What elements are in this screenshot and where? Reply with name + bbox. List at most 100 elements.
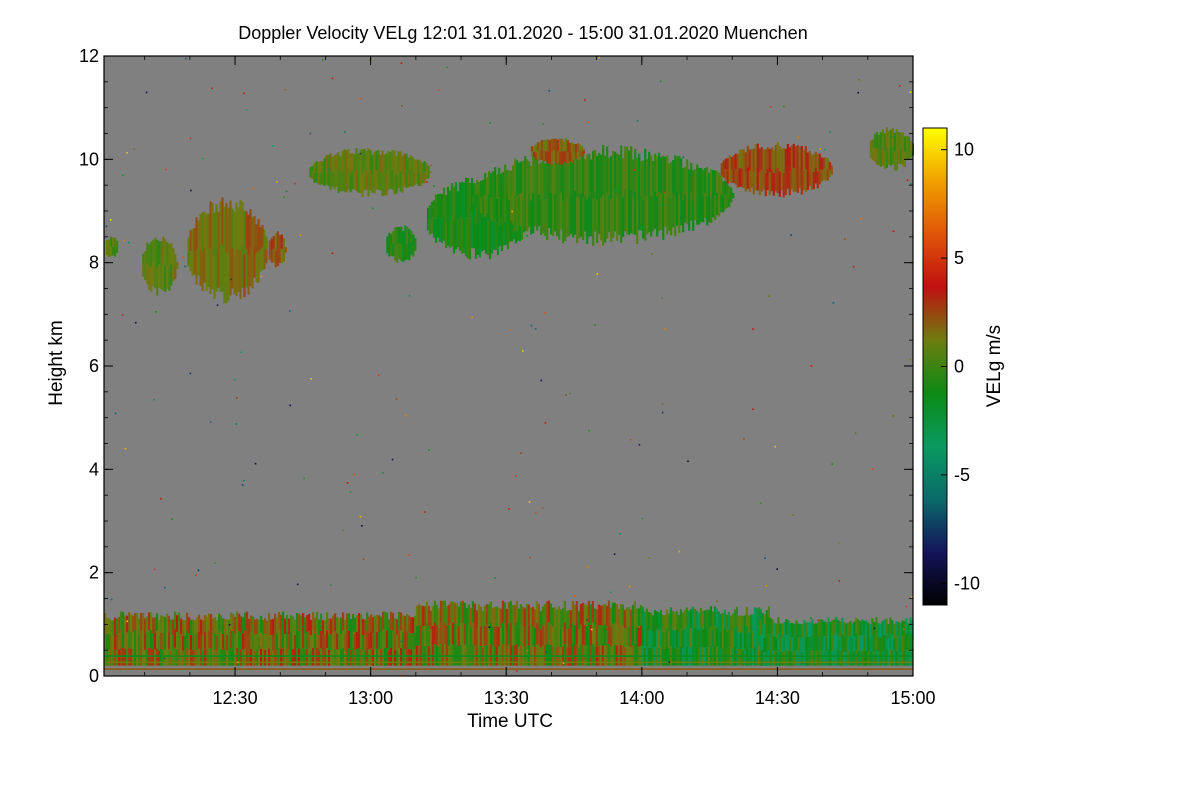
- y-tick-label: 2: [89, 563, 99, 583]
- speckle: [235, 423, 238, 425]
- speckle: [189, 372, 192, 375]
- speckle: [540, 379, 543, 382]
- y-tick-label: 0: [89, 666, 99, 686]
- speckle: [596, 273, 599, 275]
- speckle: [299, 234, 302, 237]
- speckle: [153, 398, 155, 401]
- speckle: [854, 432, 857, 434]
- colorbar-ticks: -10 -5 0 5 10: [941, 140, 980, 593]
- speckle: [424, 511, 426, 513]
- speckle: [860, 218, 862, 220]
- speckle: [382, 472, 384, 474]
- speckle: [110, 598, 113, 601]
- speckle: [289, 310, 291, 312]
- speckle: [165, 168, 167, 171]
- speckle: [276, 181, 278, 183]
- speckle: [529, 556, 531, 559]
- speckle: [446, 66, 449, 69]
- speckle: [359, 515, 362, 518]
- x-tick-label: 14:30: [755, 688, 800, 708]
- speckle: [258, 646, 261, 649]
- speckle: [892, 415, 895, 417]
- speckle: [362, 558, 365, 561]
- colorbar-tick-label: 0: [954, 357, 964, 377]
- speckle: [823, 148, 826, 151]
- speckle: [548, 90, 551, 92]
- echo-pbl-d: [759, 616, 914, 666]
- speckle: [164, 586, 166, 589]
- speckle: [322, 59, 324, 61]
- ground-clutter-line: [104, 655, 913, 657]
- speckle: [126, 620, 128, 623]
- speckle: [494, 577, 496, 579]
- speckle: [124, 447, 127, 450]
- speckle: [391, 458, 394, 461]
- x-tick-label: 13:30: [484, 688, 529, 708]
- speckle: [185, 57, 187, 60]
- speckle: [633, 169, 636, 171]
- speckle: [209, 421, 212, 423]
- speckle: [661, 403, 664, 405]
- speckle: [837, 542, 840, 544]
- speckle: [285, 190, 288, 193]
- speckle: [640, 227, 642, 229]
- speckle: [545, 651, 548, 653]
- echo-cirrus-a: [106, 236, 119, 257]
- speckle: [819, 148, 822, 150]
- echo-pbl-a: [104, 611, 417, 666]
- speckle: [898, 85, 901, 87]
- speckle: [659, 204, 662, 206]
- y-axis-label: Height km: [46, 320, 67, 406]
- speckle: [613, 553, 616, 555]
- speckle: [829, 131, 831, 133]
- speckle: [476, 223, 478, 225]
- speckle: [526, 235, 528, 237]
- speckle: [619, 533, 621, 535]
- speckle: [241, 484, 244, 486]
- colorbar-tick-label: 10: [954, 140, 974, 160]
- speckle: [905, 605, 908, 608]
- speckle: [240, 351, 242, 354]
- speckle: [471, 316, 473, 319]
- speckle: [401, 105, 403, 107]
- speckle: [817, 619, 819, 622]
- speckle: [408, 294, 411, 297]
- speckle: [906, 179, 909, 182]
- speckle: [909, 358, 912, 361]
- speckle: [371, 207, 374, 210]
- speckle: [584, 99, 586, 101]
- speckle: [342, 529, 344, 532]
- speckle: [272, 145, 274, 147]
- y-tick-label: 8: [89, 253, 99, 273]
- speckle: [123, 239, 125, 242]
- speckle: [534, 328, 537, 330]
- speckle: [216, 614, 219, 617]
- speckle: [790, 234, 792, 236]
- speckle: [344, 131, 346, 133]
- y-tick-label: 12: [79, 46, 99, 66]
- speckle: [764, 557, 766, 559]
- speckle: [184, 265, 186, 268]
- speckle: [522, 350, 524, 352]
- speckle: [428, 449, 430, 451]
- speckle: [774, 445, 777, 448]
- speckle: [488, 626, 491, 628]
- speckle: [678, 550, 681, 553]
- speckle: [426, 181, 428, 183]
- speckle: [871, 468, 874, 470]
- speckle: [594, 324, 596, 326]
- speckle: [615, 188, 617, 191]
- speckle: [309, 132, 312, 135]
- speckle: [783, 105, 785, 108]
- speckle: [910, 596, 913, 598]
- speckle: [778, 652, 781, 654]
- speckle: [359, 152, 362, 155]
- speckle: [237, 661, 239, 664]
- speckle: [768, 295, 770, 297]
- speckle: [661, 297, 664, 299]
- speckle: [171, 518, 173, 520]
- speckle: [153, 568, 156, 571]
- speckle: [254, 462, 257, 465]
- speckle: [109, 219, 112, 221]
- speckle: [361, 525, 363, 527]
